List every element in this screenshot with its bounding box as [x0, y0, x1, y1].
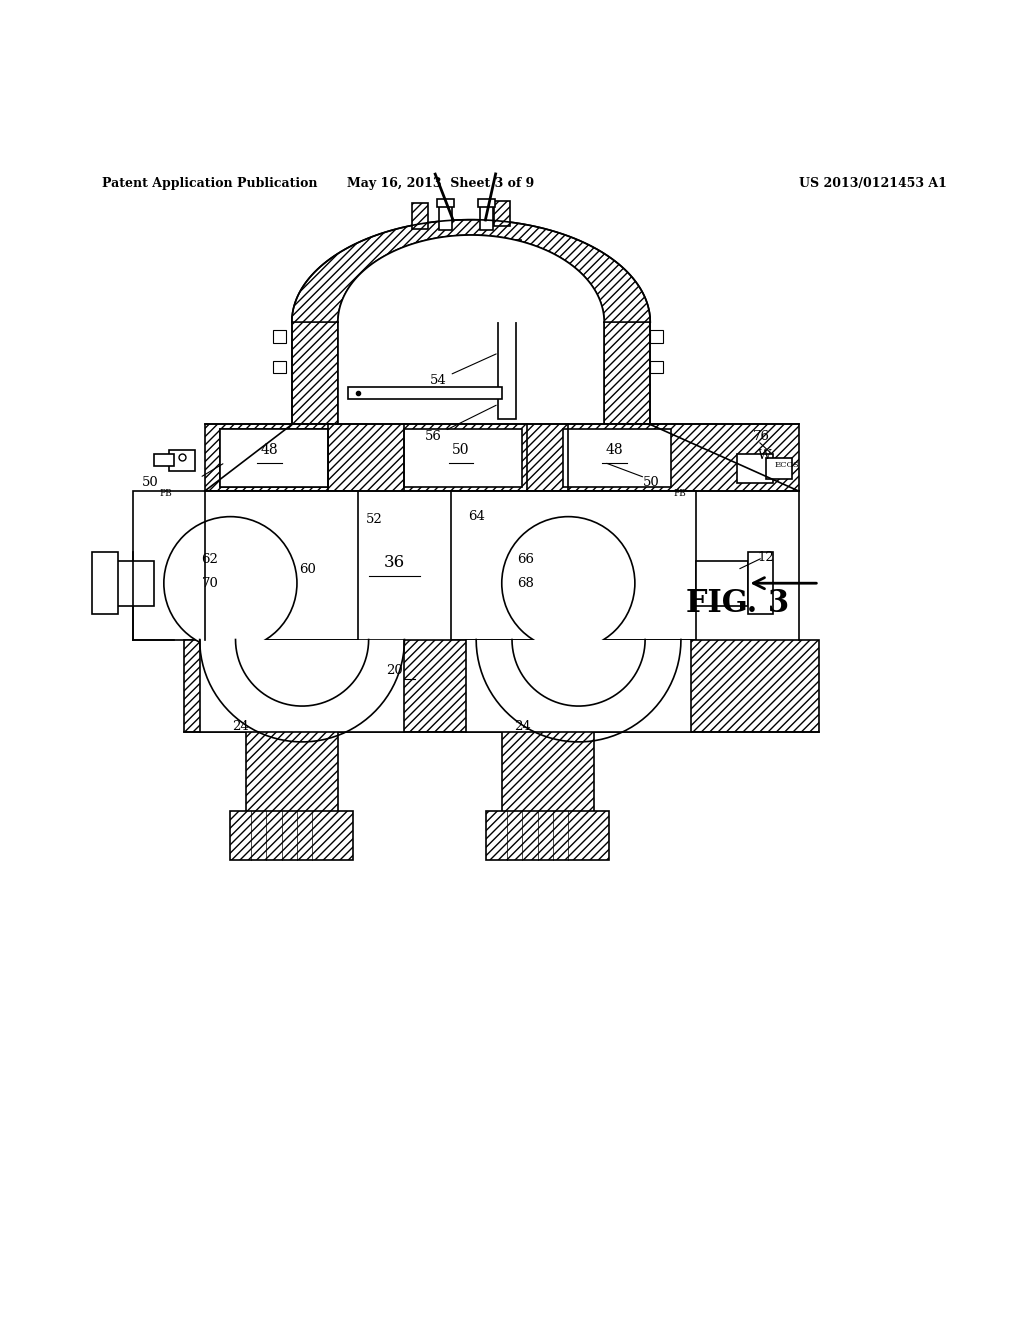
Bar: [273, 360, 286, 374]
Bar: [220, 429, 328, 487]
Bar: [766, 458, 792, 479]
Bar: [404, 429, 522, 487]
Text: 50: 50: [643, 477, 659, 490]
Text: 24: 24: [232, 721, 249, 733]
Text: 50: 50: [452, 444, 470, 457]
Bar: [439, 205, 452, 230]
Text: ECCS: ECCS: [774, 462, 799, 470]
Text: PB: PB: [160, 488, 172, 498]
Text: 48: 48: [260, 444, 279, 457]
Bar: [338, 322, 604, 425]
Bar: [348, 387, 502, 399]
Bar: [696, 561, 748, 606]
Text: Patent Application Publication: Patent Application Publication: [102, 177, 317, 190]
Bar: [451, 491, 696, 639]
Bar: [650, 330, 663, 343]
Text: 56: 56: [425, 405, 497, 442]
Text: 76: 76: [753, 430, 770, 444]
Text: 64: 64: [468, 510, 484, 523]
Text: 60: 60: [299, 564, 315, 577]
Polygon shape: [292, 219, 650, 322]
Bar: [412, 203, 428, 230]
Bar: [737, 454, 773, 483]
Text: 68: 68: [517, 577, 534, 590]
Text: 24: 24: [514, 721, 530, 733]
Bar: [200, 639, 404, 731]
Text: PB: PB: [674, 488, 686, 498]
Text: 62: 62: [202, 553, 218, 566]
Text: 54: 54: [430, 354, 497, 387]
Bar: [154, 454, 174, 466]
Bar: [480, 205, 493, 230]
Text: 48: 48: [605, 444, 624, 457]
Bar: [604, 317, 650, 425]
Text: 70: 70: [202, 577, 218, 590]
Bar: [184, 639, 819, 731]
Bar: [169, 450, 195, 470]
Text: 50: 50: [142, 477, 159, 490]
Bar: [102, 561, 154, 606]
Bar: [223, 434, 325, 484]
Text: 36: 36: [384, 554, 404, 572]
Bar: [220, 429, 328, 487]
Bar: [563, 429, 671, 487]
Text: W: W: [758, 449, 771, 462]
Bar: [246, 726, 338, 813]
Text: 52: 52: [366, 513, 382, 527]
Bar: [292, 317, 338, 425]
Text: May 16, 2013  Sheet 3 of 9: May 16, 2013 Sheet 3 of 9: [347, 177, 534, 190]
Bar: [486, 810, 609, 859]
Circle shape: [502, 516, 635, 649]
Bar: [502, 726, 594, 813]
Circle shape: [164, 516, 297, 649]
Bar: [507, 690, 609, 731]
Bar: [273, 330, 286, 343]
Text: 20: 20: [386, 664, 402, 677]
Bar: [437, 199, 454, 207]
Bar: [494, 201, 510, 226]
Bar: [493, 240, 521, 251]
Text: 12: 12: [758, 552, 774, 564]
Text: FIG. 3: FIG. 3: [686, 589, 790, 619]
Bar: [92, 553, 118, 614]
Bar: [478, 199, 495, 207]
Bar: [133, 491, 358, 639]
Bar: [650, 360, 663, 374]
Bar: [230, 810, 353, 859]
Bar: [205, 425, 799, 491]
Bar: [466, 639, 691, 731]
Bar: [748, 553, 773, 614]
Bar: [498, 246, 516, 420]
Bar: [241, 690, 343, 731]
Text: US 2013/0121453 A1: US 2013/0121453 A1: [799, 177, 946, 190]
Text: 66: 66: [517, 553, 534, 566]
Polygon shape: [338, 235, 604, 322]
